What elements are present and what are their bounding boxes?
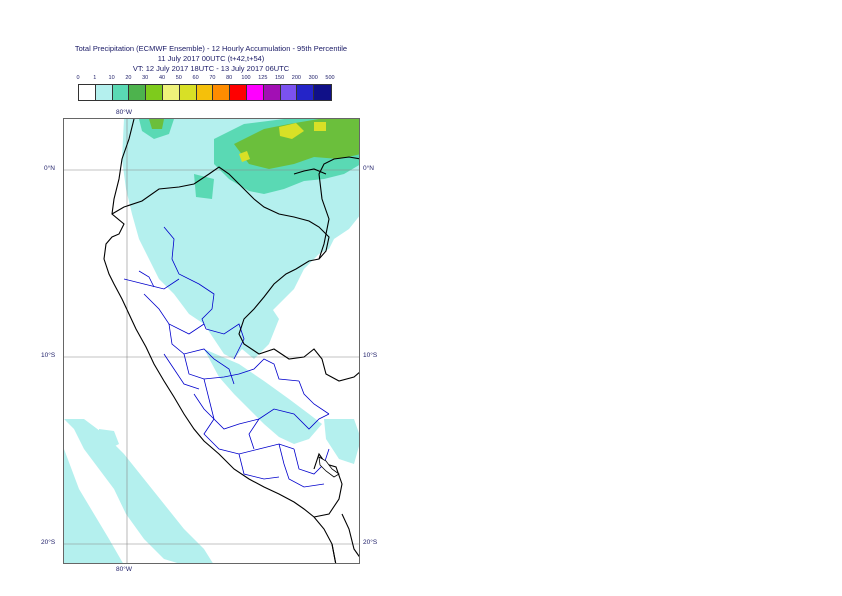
legend-swatch (179, 85, 197, 100)
legend-swatch (95, 85, 113, 100)
legend-label: 1 (93, 75, 97, 81)
legend-swatch (196, 85, 214, 100)
legend-label: 100 (241, 75, 251, 81)
legend-label: 10 (108, 75, 115, 81)
legend-swatch (79, 85, 96, 100)
color-legend: 0 1 10 20 30 40 50 60 70 80 100 125 150 200 300 500 (76, 75, 378, 101)
legend-swatch (129, 85, 147, 100)
lat-label-20-left: 20°S (41, 539, 56, 546)
legend-label: 30 (142, 75, 149, 81)
legend-label: 60 (192, 75, 199, 81)
valid-time: VT: 12 July 2017 18UTC - 13 July 2017 06… (132, 64, 290, 73)
legend-label: 50 (175, 75, 182, 81)
base-time: 11 July 2017 00UTC (t+42,t+54) (157, 54, 265, 63)
legend-swatch (263, 85, 281, 100)
legend-swatch (230, 85, 247, 100)
map-panel (63, 118, 360, 564)
legend-label: 80 (226, 75, 233, 81)
legend-swatch (162, 85, 180, 100)
legend-swatch (280, 85, 298, 100)
legend-label: 20 (125, 75, 132, 81)
legend-label: 300 (308, 75, 318, 81)
legend-label: 150 (275, 75, 285, 81)
legend-swatches (78, 84, 332, 101)
legend-label: 125 (258, 75, 268, 81)
coastline-borders (103, 119, 359, 563)
legend-swatch (246, 85, 264, 100)
legend-swatch (297, 85, 315, 100)
lat-label-10-right: 10°S (363, 352, 378, 359)
legend-swatch (213, 85, 231, 100)
map-svg (64, 119, 359, 563)
lake-titicaca (318, 456, 340, 478)
precip-green (149, 119, 359, 169)
lat-label-0-right: 0°N (363, 165, 374, 172)
legend-label: 0 (76, 75, 80, 81)
legend-swatch (314, 85, 331, 100)
legend-label: 40 (158, 75, 166, 81)
lon-label-top: 80°W (116, 109, 132, 116)
lat-label-20-right: 20°S (363, 539, 378, 546)
lat-label-10-left: 10°S (41, 352, 56, 359)
admin-boundaries (123, 226, 330, 488)
legend-label: 200 (291, 75, 301, 81)
legend-labels: 0 1 10 20 30 40 50 60 70 80 100 125 150 200 300 500 (76, 75, 378, 84)
chart-title: Total Precipitation (ECMWF Ensemble) - 1… (74, 44, 348, 53)
lon-label-bottom: 80°W (116, 566, 132, 573)
lat-label-0-left: 0°N (44, 165, 55, 172)
legend-label: 70 (209, 75, 216, 81)
legend-label: 500 (325, 75, 335, 81)
precip-yellow (239, 122, 326, 162)
legend-swatch (146, 85, 163, 100)
legend-swatch (112, 85, 130, 100)
